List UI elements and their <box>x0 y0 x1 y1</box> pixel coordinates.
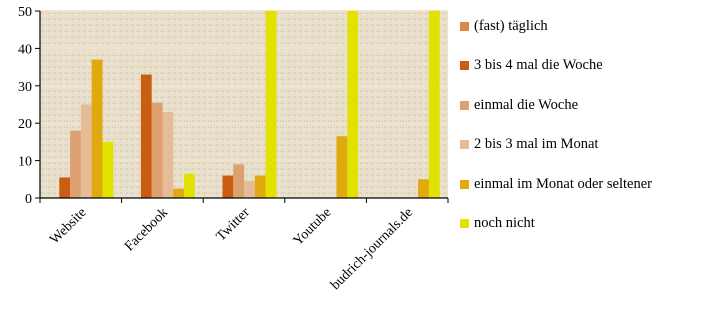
bar <box>244 181 255 198</box>
legend-swatch <box>460 219 469 228</box>
legend-label: 3 bis 4 mal die Woche <box>474 57 603 73</box>
x-tick-label: budrich-journals.de <box>328 205 416 293</box>
bar <box>151 102 163 198</box>
bar <box>254 175 266 198</box>
bar <box>162 111 174 198</box>
bar <box>59 177 71 198</box>
x-tick-label: Website <box>47 205 89 247</box>
bar <box>336 136 348 198</box>
legend-swatch <box>460 140 469 149</box>
y-tick-label: 10 <box>18 155 32 170</box>
y-tick-label: 30 <box>18 80 32 95</box>
legend-swatch <box>460 21 469 31</box>
legend-item: einmal die Woche <box>460 95 652 115</box>
bar <box>428 11 440 198</box>
bar <box>265 11 277 198</box>
legend-item: (fast) täglich <box>460 16 652 36</box>
legend-label: (fast) täglich <box>474 17 548 34</box>
legend-item: einmal im Monat oder seltener <box>460 174 652 194</box>
legend-swatch <box>460 100 469 110</box>
bar <box>222 175 234 198</box>
x-tick-label: Youtube <box>291 205 335 249</box>
bar <box>233 164 245 198</box>
legend-item: noch nicht <box>460 214 652 234</box>
bar <box>184 173 195 198</box>
bar <box>418 179 429 198</box>
legend-swatch <box>460 61 469 70</box>
legend-item: 2 bis 3 mal im Monat <box>460 135 652 155</box>
bar <box>91 59 103 199</box>
legend: (fast) täglich 3 bis 4 mal die Woche einma… <box>460 16 652 253</box>
bar <box>70 130 81 198</box>
bar <box>140 74 152 198</box>
y-tick-label: 0 <box>25 192 32 207</box>
legend-swatch <box>460 179 469 189</box>
legend-label: noch nicht <box>474 215 535 231</box>
y-tick-label: 20 <box>18 117 32 132</box>
legend-label: einmal die Woche <box>474 96 579 113</box>
legend-item: 3 bis 4 mal die Woche <box>460 56 652 76</box>
bar <box>173 188 185 198</box>
x-tick-label: Twitter <box>214 205 253 244</box>
bar <box>80 104 92 198</box>
y-tick-label: 50 <box>18 5 32 20</box>
y-tick-label: 40 <box>18 42 32 57</box>
x-tick-label: Facebook <box>122 205 171 254</box>
legend-label: einmal im Monat oder seltener <box>474 175 652 192</box>
legend-label: 2 bis 3 mal im Monat <box>474 136 599 152</box>
bar <box>347 11 359 198</box>
bar <box>102 141 114 198</box>
